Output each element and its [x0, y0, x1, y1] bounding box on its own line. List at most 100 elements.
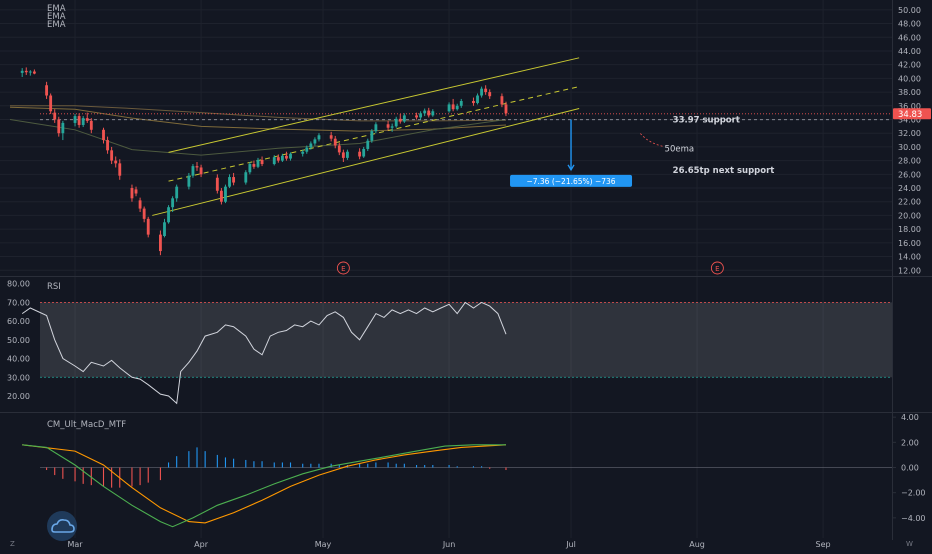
channel-lower-line	[152, 108, 580, 216]
earnings-marker-letter: E	[341, 265, 345, 273]
candle-body	[431, 111, 435, 116]
candle-body	[163, 222, 166, 236]
macd-tick-label: 0.00	[901, 464, 919, 473]
candle-body	[333, 138, 337, 146]
candle-body	[402, 115, 406, 122]
current-price-badge-bg	[893, 108, 931, 120]
candle-body	[447, 104, 451, 112]
corner-label-right: W	[906, 540, 913, 548]
candle-body	[305, 147, 309, 152]
price-tick-label: 12.00	[898, 266, 921, 275]
candle-body	[374, 124, 378, 132]
macd-axis[interactable]: 4.00 2.00 0.00 −2.00 −4.00	[892, 413, 926, 523]
candle-body	[89, 120, 93, 130]
time-tick-label: Jul	[565, 540, 576, 549]
macd-pane[interactable]: CM_Ult_MacD_MTF	[22, 420, 892, 528]
rsi-tick-label: 30.00	[7, 373, 30, 382]
price-tick-label: 28.00	[898, 157, 921, 166]
reference-lines	[40, 113, 892, 121]
annotation-label: 26.65tp next support	[673, 166, 775, 176]
macd-histogram	[46, 447, 507, 488]
candle-body	[313, 139, 317, 144]
candle-body	[500, 96, 504, 105]
time-tick-label: Apr	[194, 540, 209, 549]
current-price-badge: 34.83	[893, 108, 931, 120]
parallel-channel[interactable]	[152, 57, 580, 216]
candle-body	[102, 129, 105, 141]
candle-body	[106, 140, 109, 151]
candle-body	[386, 124, 390, 128]
price-tick-label: 42.00	[898, 61, 921, 70]
candle-body	[358, 151, 362, 157]
time-tick-label: Sep	[816, 540, 831, 549]
price-pane[interactable]: −7.36 (−21.65%) −736 33.97 support 50ema 2…	[9, 57, 892, 275]
candle-body	[289, 153, 292, 159]
candle-body	[423, 110, 427, 114]
ema-label-3: EMA	[47, 20, 66, 30]
annotation-arrow	[639, 132, 663, 147]
time-tick-label: May	[315, 540, 332, 549]
rsi-line	[21, 301, 507, 405]
rsi-tick-label: 80.00	[7, 280, 30, 289]
candle-body	[73, 116, 77, 123]
candle-body	[280, 155, 284, 161]
price-tick-label: 20.00	[898, 211, 921, 220]
rsi-pane[interactable]: RSI	[21, 282, 892, 405]
price-tick-label: 18.00	[898, 225, 921, 234]
price-tick-label: 32.00	[898, 129, 921, 138]
ema-label-1: EMA	[47, 4, 66, 14]
candle-body	[53, 112, 57, 120]
candle-body	[32, 71, 36, 74]
candle-body	[199, 167, 203, 175]
ema-label-2: EMA	[47, 12, 66, 22]
candle-body	[309, 143, 313, 148]
measure-label: −7.36 (−21.65%) −736	[526, 177, 615, 186]
macd-tick-label: −4.00	[901, 514, 926, 523]
candle-body	[175, 186, 179, 199]
price-tick-label: 46.00	[898, 33, 921, 42]
candle-body	[390, 126, 394, 128]
candle-body	[260, 159, 264, 165]
measure-label-bg	[510, 174, 633, 187]
time-axis[interactable]: Mar Apr May Jun Jul Aug Sep	[67, 540, 830, 549]
price-tick-label: 24.00	[898, 184, 921, 193]
candle-body	[167, 207, 170, 223]
candles	[20, 67, 508, 256]
candle-body	[484, 88, 488, 93]
candle-body	[476, 95, 479, 104]
candle-body	[329, 135, 333, 139]
candle-body	[138, 200, 142, 209]
macd-tick-label: 4.00	[901, 413, 919, 422]
cloud-logo-icon[interactable]	[47, 511, 77, 541]
rsi-tick-label: 20.00	[7, 392, 30, 401]
candle-body	[224, 186, 227, 202]
candle-body	[195, 166, 199, 168]
candle-body	[317, 135, 321, 140]
candle-body	[415, 115, 418, 118]
price-axis[interactable]: 50.00 48.00 46.00 44.00 42.00 40.00 38.00 36.00…	[898, 6, 921, 275]
candle-body	[244, 172, 248, 183]
price-tick-label: 22.00	[898, 198, 921, 207]
candle-body	[366, 140, 370, 149]
rsi-axis[interactable]: 80.00 70.00 60.00 50.00 40.00 30.00 20.00	[7, 280, 30, 401]
candle-body	[187, 175, 191, 187]
annotation-label: 33.97 support	[673, 116, 740, 126]
candle-body	[28, 71, 32, 73]
candle-body	[134, 189, 138, 194]
candle-body	[472, 100, 475, 104]
candle-body	[427, 110, 431, 116]
ema-legend[interactable]: EMA EMA EMA	[47, 4, 66, 30]
measure-tool[interactable]: −7.36 (−21.65%) −736	[510, 119, 633, 187]
candle-body	[504, 104, 508, 114]
candle-body	[118, 163, 122, 176]
ema-line-1	[9, 106, 507, 132]
macd-line	[22, 444, 506, 528]
price-tick-label: 16.00	[898, 239, 921, 248]
candle-body	[232, 177, 236, 183]
candle-body	[362, 148, 366, 157]
macd-tick-label: −2.00	[901, 489, 926, 498]
rsi-tick-label: 70.00	[7, 298, 30, 307]
